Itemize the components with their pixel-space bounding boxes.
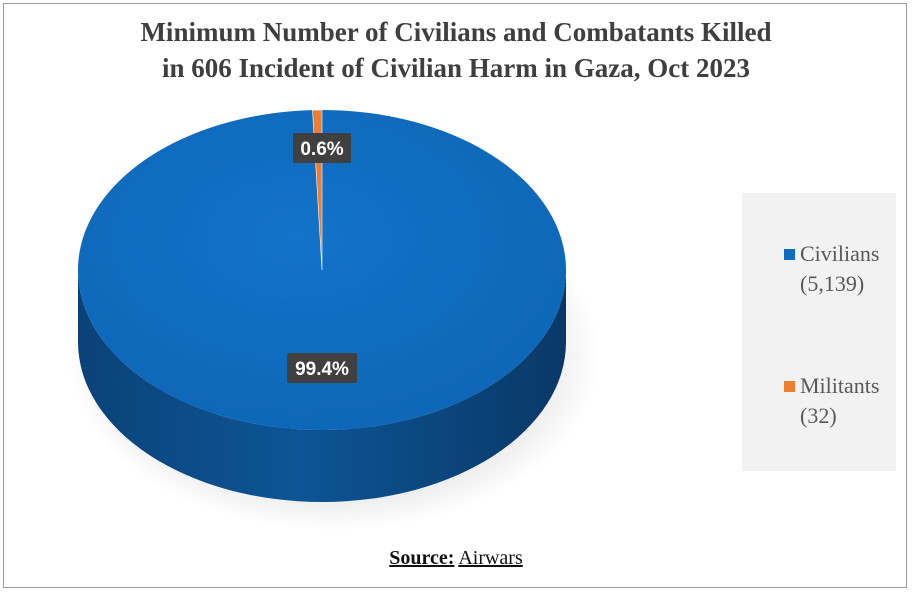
- data-label-civilians: 99.4%: [295, 359, 349, 380]
- data-label-box-militants: [293, 133, 351, 163]
- source-note: Source: Airwars: [0, 547, 912, 570]
- legend-label-civilians: Civilians: [800, 241, 880, 266]
- legend-swatch-civilians: [784, 249, 795, 260]
- chart-title-line-2: in 606 Incident of Civilian Harm in Gaza…: [161, 53, 750, 83]
- chart-title-line-1: Minimum Number of Civilians and Combatan…: [140, 17, 772, 47]
- chart-legend: Civilians (5,139) Militants (32): [742, 193, 896, 471]
- legend-count-militants: (32): [800, 403, 837, 428]
- chart-title: Minimum Number of Civilians and Combatan…: [0, 14, 912, 86]
- data-label-box-civilians: [287, 353, 357, 383]
- source-label: Source:: [389, 547, 455, 569]
- source-name: Airwars: [458, 547, 523, 569]
- pie-side-wall: [78, 270, 566, 502]
- data-label-militants: 0.6%: [300, 139, 343, 160]
- legend-item-civilians: Civilians (5,139): [784, 239, 896, 299]
- legend-swatch-militants: [784, 381, 795, 392]
- legend-count-civilians: (5,139): [800, 271, 865, 296]
- legend-label-militants: Militants: [800, 373, 880, 398]
- legend-item-militants: Militants (32): [784, 371, 896, 431]
